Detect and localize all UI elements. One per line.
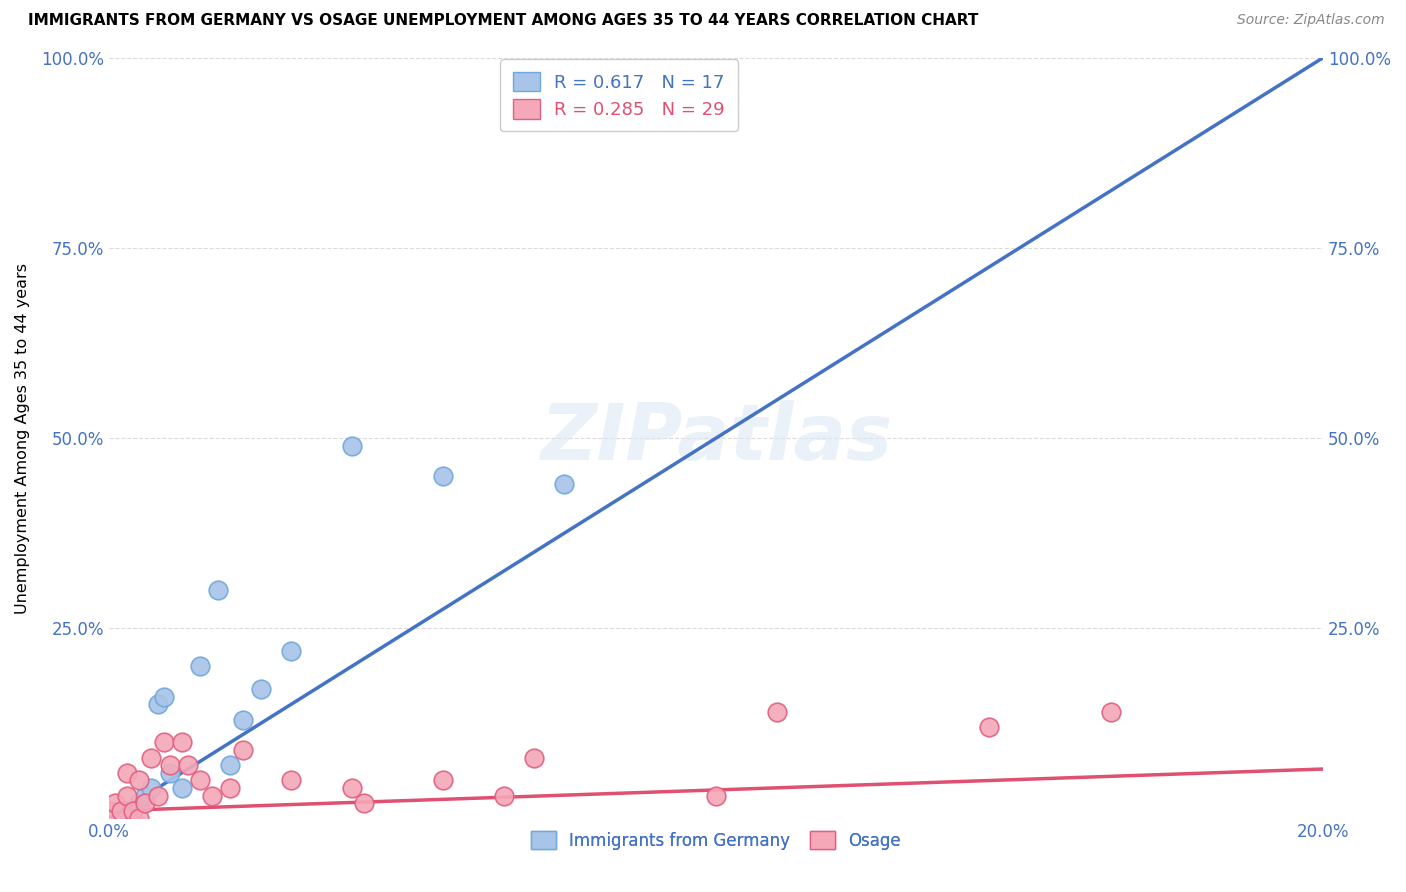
Point (115, 789, 138, 803)
Point (98, 804, 121, 818)
Point (170, 780, 193, 795)
Point (141, 750, 163, 764)
Point (188, 659, 211, 673)
Point (177, 758, 200, 772)
Point (134, 796, 156, 810)
Y-axis label: Unemployment Among Ages 35 to 44 years: Unemployment Among Ages 35 to 44 years (15, 262, 30, 614)
Text: ZIPatlas: ZIPatlas (540, 401, 893, 476)
Text: IMMIGRANTS FROM GERMANY VS OSAGE UNEMPLOYMENT AMONG AGES 35 TO 44 YEARS CORRELAT: IMMIGRANTS FROM GERMANY VS OSAGE UNEMPLO… (28, 13, 979, 29)
Point (201, 789, 224, 803)
Point (122, 804, 145, 818)
Point (765, 705, 787, 719)
Point (1099, 705, 1122, 719)
Point (219, 758, 242, 772)
Point (249, 682, 271, 697)
Point (128, 796, 150, 810)
Point (128, 773, 150, 788)
Point (146, 789, 169, 803)
Point (188, 773, 211, 788)
Text: Source: ZipAtlas.com: Source: ZipAtlas.com (1237, 13, 1385, 28)
Point (353, 796, 375, 810)
Point (128, 812, 150, 826)
Point (340, 780, 363, 795)
Point (523, 750, 546, 764)
Point (979, 720, 1001, 734)
Point (141, 780, 163, 795)
Point (134, 789, 156, 803)
Point (159, 765, 181, 780)
Point (492, 789, 515, 803)
Point (280, 773, 302, 788)
Point (152, 690, 174, 704)
Point (110, 804, 132, 818)
Point (231, 713, 253, 727)
Point (146, 698, 169, 712)
Point (553, 476, 575, 491)
Point (432, 469, 454, 483)
Point (115, 765, 138, 780)
Point (219, 780, 242, 795)
Point (170, 735, 193, 749)
Point (340, 439, 363, 453)
Point (115, 804, 138, 818)
Point (207, 583, 229, 598)
Legend: Immigrants from Germany, Osage: Immigrants from Germany, Osage (520, 821, 911, 860)
Point (280, 644, 302, 658)
Point (159, 758, 181, 772)
Point (104, 796, 127, 810)
Point (432, 773, 454, 788)
Point (152, 735, 174, 749)
Point (231, 743, 253, 757)
Point (704, 789, 727, 803)
